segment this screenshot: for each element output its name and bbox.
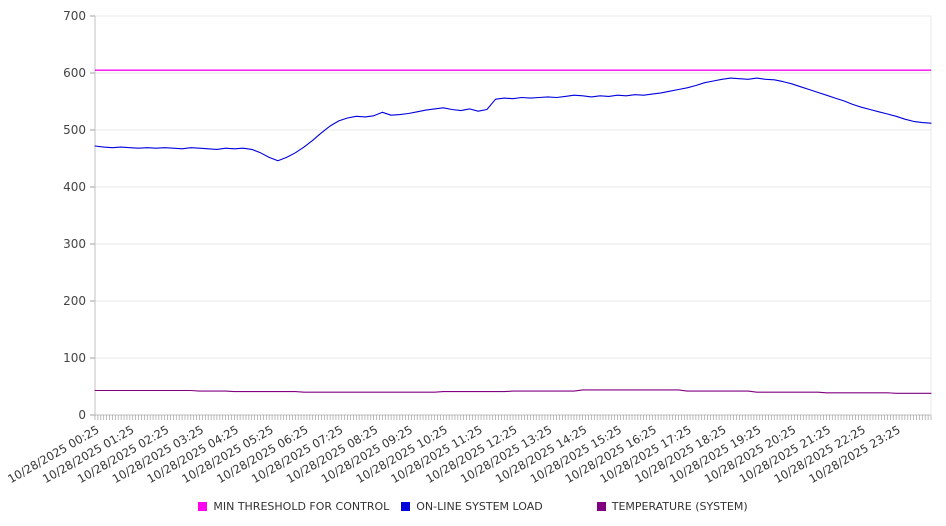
- y-tick-label: 100: [63, 351, 86, 365]
- min-threshold-swatch-icon: [198, 501, 208, 511]
- y-tick-label: 200: [63, 294, 86, 308]
- legend-label-system-load: ON-LINE SYSTEM LOAD: [416, 499, 543, 513]
- chart-legend: MIN THRESHOLD FOR CONTROL ON-LINE SYSTEM…: [0, 494, 946, 518]
- y-tick-label: 300: [63, 237, 86, 251]
- x-minor-ticks: [94, 415, 932, 420]
- y-tick-label: 500: [63, 123, 86, 137]
- grid-lines: [95, 15, 932, 416]
- y-tick-label: 400: [63, 180, 86, 194]
- series-line-on-line-system-load: [94, 77, 932, 162]
- y-tick-label: 600: [63, 66, 86, 80]
- series-line-temperature-system-: [94, 389, 932, 394]
- chart-area: 0 100 200 300 400 500 600 700 10/28/2025 00:25 10…: [5, 9, 932, 486]
- line-chart-canvas: 0 100 200 300 400 500 600 700 10/28/2025 00:2510…: [5, 9, 932, 486]
- legend-label-min-threshold: MIN THRESHOLD FOR CONTROL: [213, 499, 390, 513]
- legend-item-min-threshold: MIN THRESHOLD FOR CONTROL: [198, 500, 389, 513]
- series-lines: [94, 69, 932, 394]
- y-axis: 0 100 200 300 400 500 600 700: [63, 9, 96, 422]
- legend-item-system-load: ON-LINE SYSTEM LOAD: [401, 499, 543, 513]
- legend-label-temperature: TEMPERATURE (SYSTEM): [611, 499, 748, 513]
- y-tick-label: 700: [63, 9, 86, 23]
- temperature-swatch-icon: [596, 501, 606, 511]
- y-tick-label: 0: [78, 408, 86, 422]
- system-load-swatch-icon: [401, 501, 411, 511]
- legend-item-temperature: TEMPERATURE (SYSTEM): [596, 499, 748, 513]
